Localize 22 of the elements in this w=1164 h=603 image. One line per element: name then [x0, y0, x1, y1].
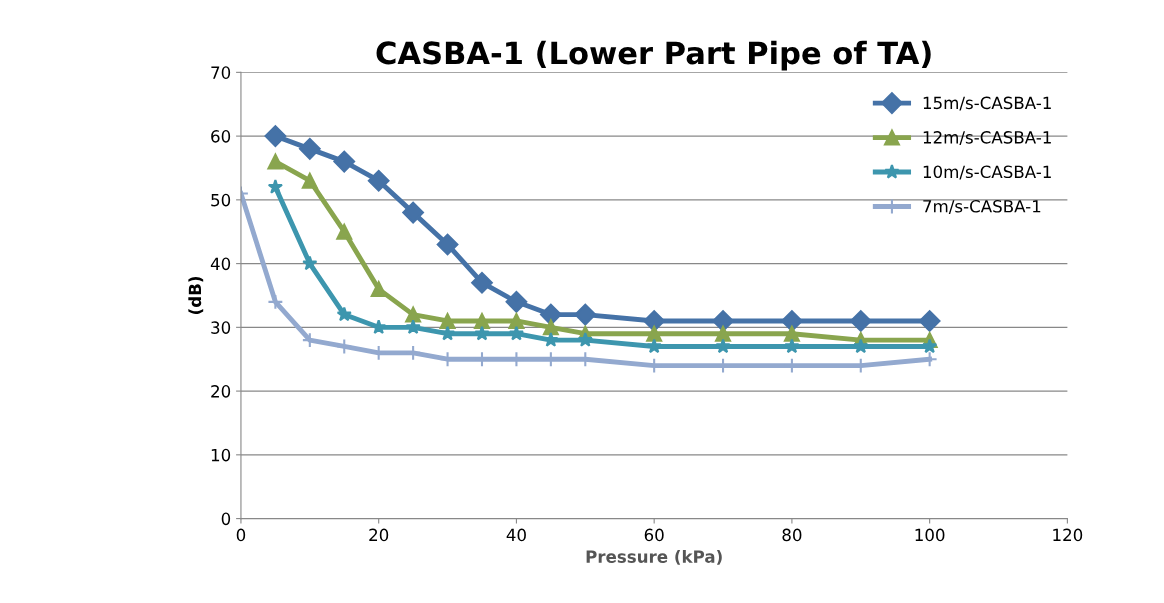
y-tick-label: 10 — [211, 448, 231, 462]
x-tick-label: 0 — [236, 528, 246, 542]
y-tick-label: 70 — [211, 66, 231, 79]
x-tick-label: 120 — [1053, 528, 1083, 542]
x-tick-label: 20 — [369, 528, 389, 542]
y-tick-label: 60 — [211, 130, 231, 143]
y-tick-label: 30 — [211, 321, 231, 334]
legend-label: 7m/s-CASBA-1 — [923, 199, 1041, 214]
chart-title: CASBA-1 (Lower Part Pipe of TA) — [376, 40, 931, 71]
x-tick-label: 40 — [506, 528, 526, 542]
x-tick-label: 80 — [782, 528, 802, 542]
y-tick-label: 40 — [210, 257, 231, 271]
y-axis-title: (dB) — [188, 276, 204, 314]
y-tick-label: 50 — [211, 193, 231, 207]
y-tick-label: 20 — [211, 385, 231, 398]
y-tick-label: 0 — [221, 512, 231, 526]
legend-label: 15m/s-CASBA-1 — [923, 96, 1051, 111]
legend-label: 12m/s-CASBA-1 — [923, 131, 1051, 145]
x-tick-label: 60 — [644, 528, 664, 542]
x-axis-title: Pressure (kPa) — [586, 549, 722, 565]
legend-label: 10m/s-CASBA-1 — [923, 165, 1051, 180]
x-tick-label: 100 — [915, 528, 945, 542]
